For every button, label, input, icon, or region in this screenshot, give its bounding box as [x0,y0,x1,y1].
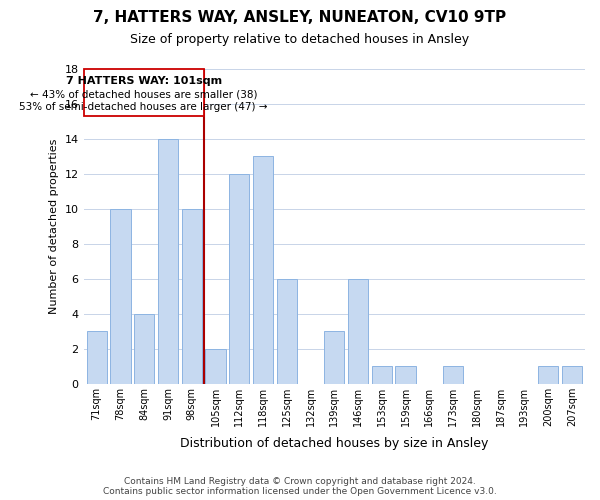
X-axis label: Distribution of detached houses by size in Ansley: Distribution of detached houses by size … [180,437,488,450]
Bar [277,279,297,384]
Bar [182,209,202,384]
Y-axis label: Number of detached properties: Number of detached properties [49,138,59,314]
Bar [324,332,344,384]
FancyBboxPatch shape [83,69,203,116]
Bar [110,209,131,384]
Text: 7 HATTERS WAY: 101sqm: 7 HATTERS WAY: 101sqm [65,76,221,86]
Bar [158,139,178,384]
Bar [443,366,463,384]
Text: Contains HM Land Registry data © Crown copyright and database right 2024.: Contains HM Land Registry data © Crown c… [124,477,476,486]
Bar [562,366,582,384]
Bar [395,366,416,384]
Bar [229,174,250,384]
Text: 53% of semi-detached houses are larger (47) →: 53% of semi-detached houses are larger (… [19,102,268,113]
Bar [348,279,368,384]
Bar [538,366,558,384]
Text: ← 43% of detached houses are smaller (38): ← 43% of detached houses are smaller (38… [30,90,257,100]
Text: Contains public sector information licensed under the Open Government Licence v3: Contains public sector information licen… [103,487,497,496]
Bar [134,314,154,384]
Bar [205,349,226,384]
Bar [253,156,273,384]
Bar [372,366,392,384]
Text: Size of property relative to detached houses in Ansley: Size of property relative to detached ho… [130,32,470,46]
Text: 7, HATTERS WAY, ANSLEY, NUNEATON, CV10 9TP: 7, HATTERS WAY, ANSLEY, NUNEATON, CV10 9… [94,10,506,25]
Bar [86,332,107,384]
